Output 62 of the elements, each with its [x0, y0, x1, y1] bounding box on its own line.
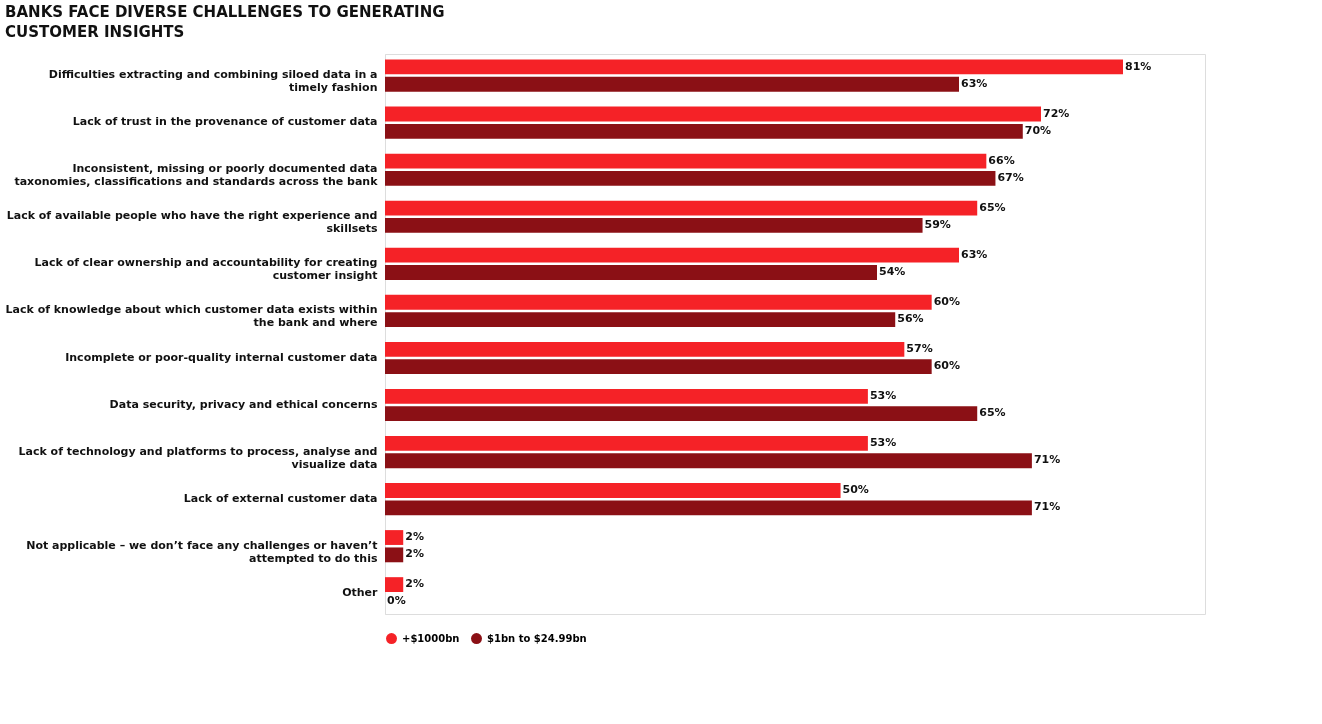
- text: BANKS FACE DIVERSE CHALLENGES TO GENERATING CUSTOMER INSIGHTS: [5, 3, 445, 41]
- bar: [385, 577, 404, 592]
- data-label: 57%: [906, 341, 933, 355]
- bar: [385, 106, 1041, 122]
- data-label: 71%: [1033, 453, 1061, 467]
- data-label: 63%: [961, 247, 988, 261]
- y-tick-label: Lack of trust in the provenance of customer data: [72, 115, 378, 129]
- data-label: 81%: [1125, 59, 1152, 73]
- y-tick-label: Lack of technology and platforms to process, analyse and visualize data: [18, 444, 378, 471]
- data-label: 2%: [405, 547, 424, 561]
- bar: [385, 59, 1123, 75]
- data-label: 2%: [405, 530, 424, 544]
- bar: [385, 530, 404, 545]
- data-label: 65%: [979, 200, 1006, 214]
- bar: [385, 153, 987, 169]
- data-label: 70%: [1024, 123, 1052, 137]
- y-tick-label: Lack of available people who have the right experience and skillsets: [6, 209, 378, 236]
- data-label: 54%: [879, 265, 906, 279]
- data-label: 59%: [924, 218, 951, 232]
- bar: [385, 359, 932, 375]
- bar: [385, 547, 404, 563]
- y-tick-label: Data security, privacy and ethical concerns: [109, 397, 378, 411]
- data-label: 66%: [988, 153, 1015, 167]
- data-label: 63%: [961, 76, 988, 90]
- bar: [385, 453, 1032, 469]
- data-label: 65%: [979, 406, 1006, 420]
- y-tick-label: Difficulties extracting and combining siloed data in a timely fashion: [48, 68, 378, 95]
- y-tick-label: Lack of clear ownership and accountability for creating customer insight: [34, 256, 378, 283]
- data-label: 53%: [869, 388, 897, 402]
- bar: [385, 406, 978, 422]
- data-label: 72%: [1043, 106, 1070, 120]
- bar: [385, 294, 932, 310]
- bar: [385, 312, 896, 327]
- data-label: 71%: [1033, 500, 1061, 514]
- bar: [385, 247, 959, 263]
- data-label: 2%: [405, 577, 424, 591]
- y-tick-label: Not applicable – we don’t face any challenges or haven’t attempted to do this: [26, 538, 378, 565]
- bar: [385, 200, 978, 216]
- bar: [385, 436, 868, 451]
- y-tick-label: Lack of external customer data: [183, 491, 378, 505]
- data-label: 56%: [897, 312, 924, 326]
- legend-label: $1bn to $24.99bn: [487, 632, 587, 644]
- data-label: 60%: [933, 294, 961, 308]
- bar: [385, 265, 877, 280]
- bar: [385, 218, 923, 233]
- bar: [385, 500, 1032, 516]
- bar: [385, 170, 996, 186]
- data-label: 67%: [997, 170, 1024, 184]
- data-label: 53%: [869, 435, 897, 449]
- bar: [385, 483, 841, 498]
- y-tick-label: Lack of knowledge about which customer data exists within the bank and where: [5, 303, 378, 330]
- data-label: 0%: [387, 594, 406, 608]
- bar: [385, 388, 868, 404]
- legend-label: +$1000bn: [402, 632, 460, 644]
- y-tick-label: Inconsistent, missing or poorly documented data taxonomies, classifications and standards across the bank: [14, 162, 379, 189]
- bar: [385, 76, 959, 92]
- y-tick-label: Incomplete or poor-quality internal customer data: [65, 350, 378, 364]
- bar: [385, 123, 1023, 139]
- bar: [385, 341, 905, 357]
- data-label: 50%: [842, 483, 869, 497]
- data-label: 60%: [933, 359, 961, 373]
- y-tick-label: Other: [342, 585, 379, 599]
